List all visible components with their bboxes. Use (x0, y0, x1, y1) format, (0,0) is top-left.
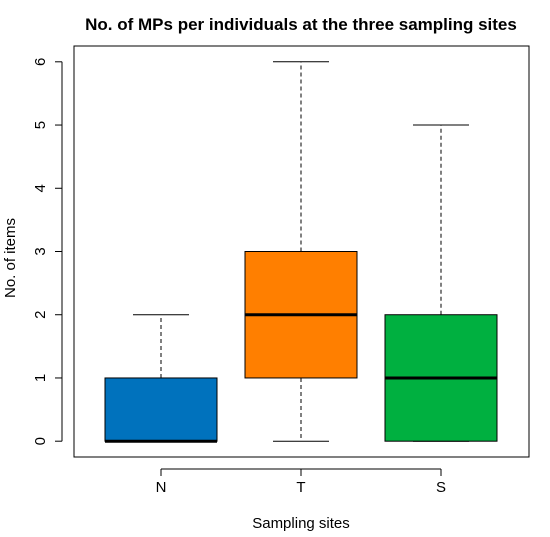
iqr-box-N (104, 377, 218, 442)
y-tick-label-1: 1 (32, 374, 49, 382)
x-tick-label-S: S (436, 479, 446, 496)
y-tick-label-5: 5 (32, 121, 49, 129)
y-tick-label-2: 2 (32, 311, 49, 319)
x-tick-label-T: T (296, 479, 305, 496)
box-T (244, 61, 358, 442)
y-tick-label-0: 0 (32, 437, 49, 445)
x-tick-label-N: N (156, 479, 167, 496)
x-axis-label: Sampling sites (252, 515, 350, 532)
y-tick-label-3: 3 (32, 247, 49, 255)
y-axis: 0 1 2 3 4 5 6 (32, 58, 63, 445)
boxes (104, 61, 498, 443)
y-axis-label: No. of items (2, 218, 19, 298)
box-S (384, 124, 498, 442)
box-N (104, 314, 218, 443)
plot-frame (73, 45, 530, 458)
chart-title: No. of MPs per individuals at the three … (85, 15, 517, 34)
y-tick-label-6: 6 (32, 58, 49, 66)
y-tick-label-4: 4 (32, 184, 49, 192)
